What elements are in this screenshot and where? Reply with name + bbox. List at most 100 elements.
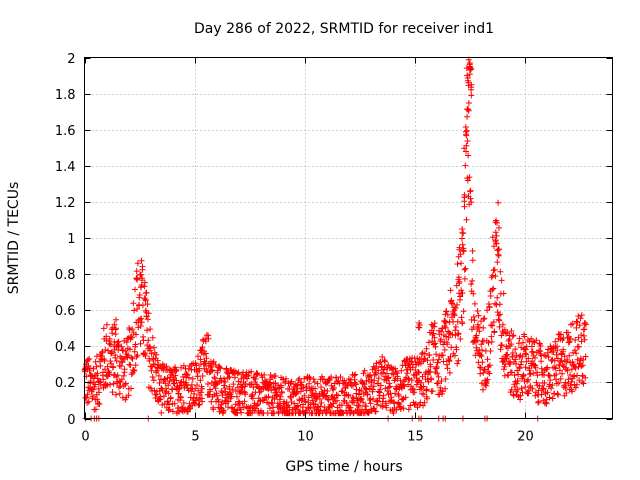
data-point — [452, 305, 459, 311]
data-point — [464, 177, 471, 184]
data-point — [469, 248, 476, 254]
data-point — [459, 320, 466, 327]
data-point — [151, 344, 158, 351]
data-point — [451, 312, 458, 319]
data-point — [152, 361, 159, 368]
data-point — [387, 383, 393, 390]
data-point — [197, 377, 204, 384]
data-point — [476, 364, 483, 371]
data-point — [509, 333, 516, 340]
data-point — [486, 304, 493, 311]
data-point — [393, 386, 400, 393]
data-point — [277, 393, 284, 400]
data-point — [125, 352, 132, 359]
data-point — [580, 332, 587, 339]
data-point — [479, 347, 486, 354]
data-point — [461, 203, 468, 210]
data-point — [129, 334, 135, 341]
data-point — [487, 348, 494, 354]
data-point — [431, 320, 438, 327]
data-point — [383, 404, 390, 411]
data-point — [478, 341, 485, 348]
data-point — [438, 378, 445, 384]
data-point — [149, 374, 156, 380]
data-point — [248, 381, 255, 387]
data-point — [385, 374, 392, 381]
data-point — [481, 315, 488, 322]
data-point — [427, 363, 434, 370]
data-point — [502, 330, 509, 337]
data-point — [542, 353, 549, 359]
y-tick-label: 1.8 — [55, 88, 76, 103]
data-point — [329, 403, 336, 410]
data-point — [486, 370, 493, 377]
data-point — [489, 234, 496, 241]
data-point — [248, 368, 255, 375]
data-point — [569, 359, 576, 365]
data-point — [116, 384, 122, 391]
data-point — [133, 268, 140, 275]
data-point — [121, 366, 128, 373]
data-point — [495, 312, 502, 319]
data-point — [199, 398, 206, 405]
data-point — [84, 391, 91, 398]
data-point — [142, 352, 149, 359]
data-point — [458, 314, 465, 321]
data-point — [120, 372, 127, 379]
data-point — [186, 374, 192, 381]
data-point — [455, 357, 462, 364]
data-point — [580, 356, 587, 363]
data-point — [183, 370, 190, 377]
data-point — [431, 334, 438, 341]
data-point — [100, 369, 106, 376]
data-point — [113, 358, 120, 364]
data-point — [513, 360, 519, 367]
data-point — [470, 314, 477, 320]
data-point — [491, 266, 498, 273]
data-point — [463, 142, 470, 149]
data-point — [537, 343, 544, 349]
data-point — [515, 371, 522, 378]
data-point — [525, 376, 532, 383]
data-point — [104, 363, 111, 370]
data-point — [249, 395, 256, 402]
data-point — [468, 199, 475, 206]
data-point — [143, 313, 150, 320]
data-point — [110, 363, 117, 370]
data-point — [288, 378, 295, 385]
data-point — [484, 356, 491, 363]
data-point — [454, 261, 461, 267]
data-point — [473, 332, 480, 339]
data-point — [212, 385, 219, 392]
data-point — [269, 400, 276, 407]
data-point — [220, 408, 227, 414]
data-point — [265, 400, 272, 407]
data-point — [430, 330, 437, 337]
data-point — [196, 401, 203, 408]
data-point — [504, 329, 511, 336]
y-tick-label: 1.4 — [55, 160, 76, 175]
data-point — [110, 380, 117, 387]
data-point — [552, 365, 559, 372]
data-point — [395, 393, 402, 399]
data-point — [217, 365, 224, 372]
data-point — [480, 369, 487, 376]
data-point — [470, 290, 477, 297]
data-point — [480, 316, 487, 323]
data-point — [250, 384, 257, 391]
data-point — [345, 392, 352, 399]
data-point — [427, 368, 434, 375]
data-point — [510, 392, 517, 399]
data-point — [184, 371, 191, 378]
data-point — [371, 377, 378, 384]
data-point — [511, 372, 518, 379]
data-point — [557, 375, 564, 382]
data-point — [165, 407, 172, 414]
data-point — [160, 393, 167, 400]
data-point — [466, 174, 473, 181]
data-point — [540, 385, 547, 392]
data-point — [444, 365, 451, 372]
data-point — [137, 340, 144, 347]
data-point — [163, 385, 169, 392]
data-point — [252, 376, 259, 383]
